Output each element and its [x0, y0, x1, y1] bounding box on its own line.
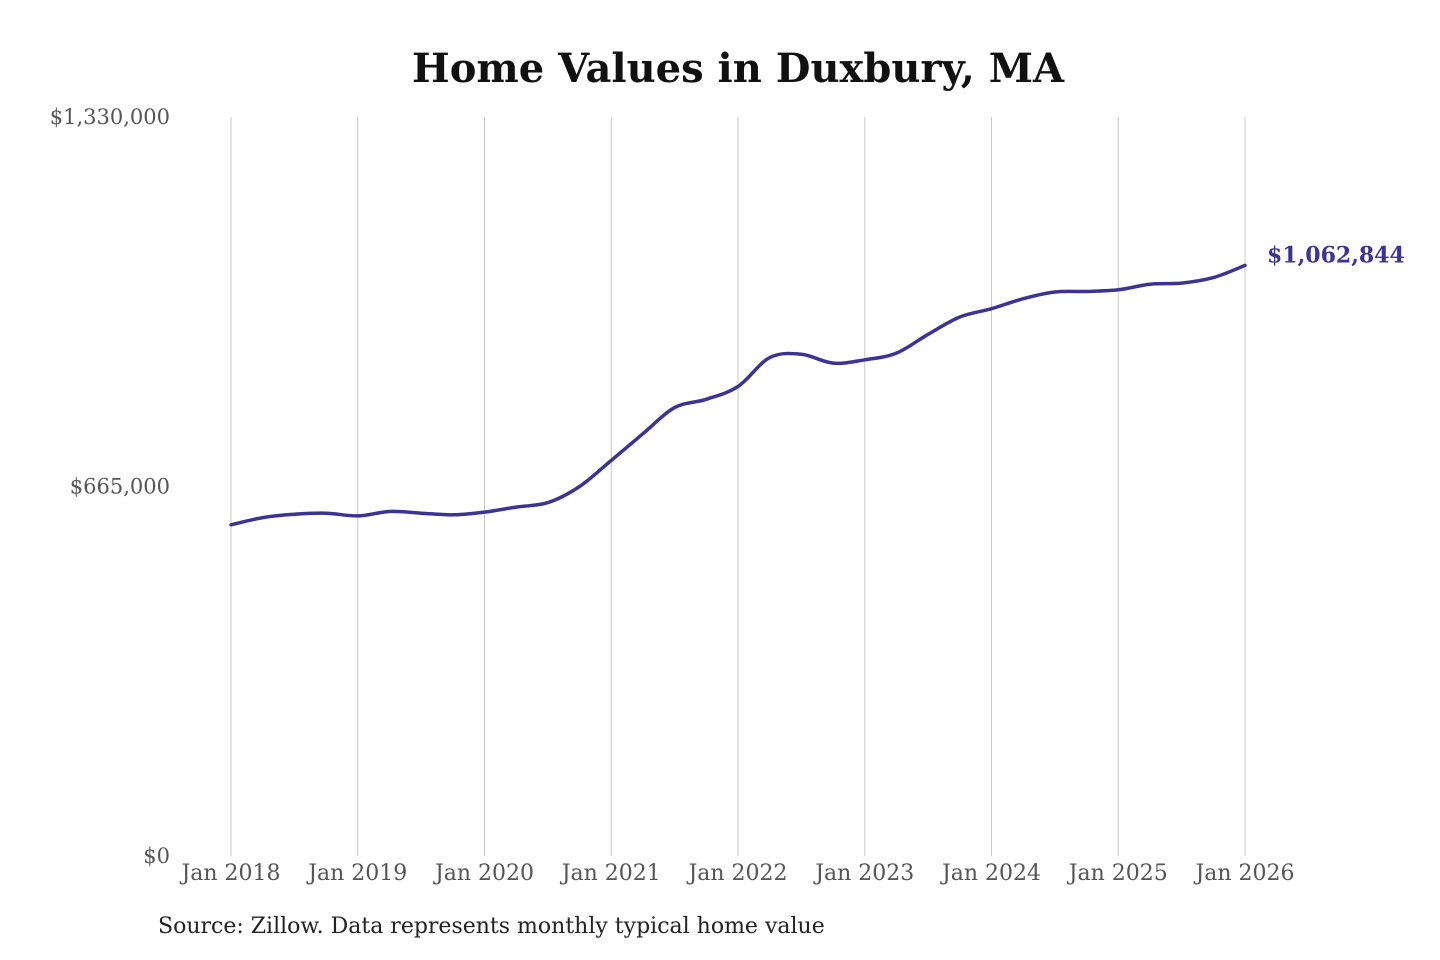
source-note: Source: Zillow. Data represents monthly … [158, 914, 825, 939]
y-tick-label: $665,000 [70, 475, 170, 499]
chart-series [229, 263, 1247, 527]
y-tick-label: $1,330,000 [50, 105, 170, 129]
x-tick-label: Jan 2024 [940, 861, 1041, 886]
x-tick-label: Jan 2026 [1193, 861, 1294, 886]
x-tick-label: Jan 2019 [306, 861, 407, 886]
chart-title: Home Values in Duxbury, MA [412, 45, 1065, 92]
y-tick-label: $0 [143, 844, 170, 868]
x-tick-label: Jan 2025 [1067, 861, 1168, 886]
x-tick-label: Jan 2021 [560, 861, 661, 886]
x-axis-ticks: Jan 2018 Jan 2019 Jan 2020 Jan 2021 Jan 2022… [179, 861, 1294, 886]
x-tick-label: Jan 2022 [686, 861, 787, 886]
x-tick-label: Jan 2018 [179, 861, 280, 886]
chart-grid [230, 117, 1246, 856]
x-tick-label: Jan 2023 [813, 861, 914, 886]
last-value-label: $1,062,844 [1267, 242, 1405, 268]
y-axis-ticks: $0 $665,000 $1,330,000 [50, 105, 170, 868]
series-line [229, 263, 1247, 527]
x-tick-label: Jan 2020 [433, 861, 534, 886]
